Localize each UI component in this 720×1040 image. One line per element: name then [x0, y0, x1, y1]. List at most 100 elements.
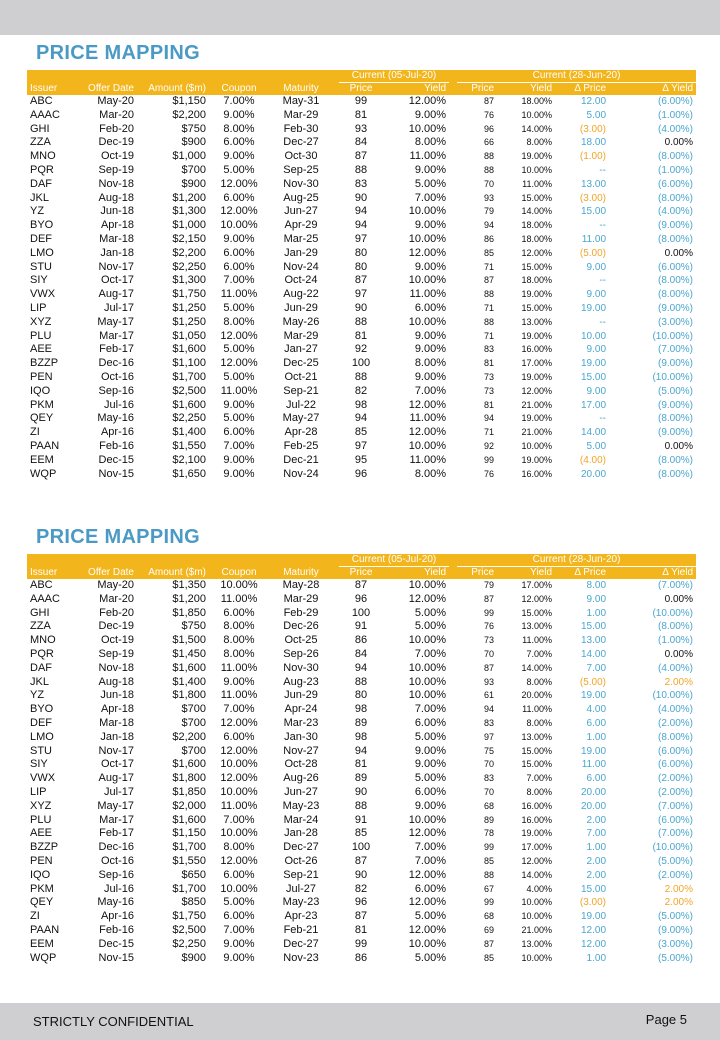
cell-delta-price: 19.00 — [580, 690, 607, 702]
cell-price: 98 — [354, 703, 368, 716]
cell-maturity: May-23 — [282, 896, 320, 909]
cell-price: 90 — [354, 868, 368, 881]
cell-delta-price: 14.00 — [580, 648, 607, 660]
cell-coupon: 6.00% — [223, 260, 255, 273]
cell-amount: $1,400 — [172, 675, 206, 688]
cell-issuer: EEM — [30, 937, 54, 950]
cell-prior-price: 71 — [484, 427, 495, 438]
cell-offer-date: Nov-18 — [98, 177, 134, 190]
cell-offer-date: Jan-18 — [100, 730, 134, 743]
table-row: ZI Apr-16 $1,400 6.00% Apr-28 85 12.00% 71 21.00… — [27, 426, 696, 440]
cell-yield: 9.00% — [414, 744, 447, 757]
cell-prior-yield: 11.00% — [522, 704, 553, 715]
cell-offer-date: Jun-18 — [100, 689, 134, 702]
table-row: JKL Aug-18 $1,200 6.00% Aug-25 90 7.00% 93 15.00… — [27, 192, 696, 206]
cell-offer-date: May-20 — [97, 95, 134, 107]
cell-coupon: 11.00% — [220, 799, 258, 812]
cell-delta-price: (3.00) — [579, 123, 607, 135]
cell-issuer: JKL — [30, 675, 49, 688]
cell-prior-price: 67 — [484, 883, 495, 894]
cell-amount: $1,500 — [172, 634, 206, 647]
cell-offer-date: Aug-17 — [98, 288, 134, 301]
cell-prior-yield: 14.00% — [521, 206, 553, 217]
cell-delta-yield: (8.00%) — [658, 468, 694, 480]
cell-maturity: Dec-27 — [283, 937, 319, 950]
cell-coupon: 6.00% — [223, 730, 255, 743]
cell-delta-price: 10.00 — [580, 330, 607, 342]
cell-delta-yield: (4.00%) — [658, 662, 694, 674]
col-header-delta-price: Δ Price — [555, 566, 610, 579]
cell-yield: 9.00% — [414, 799, 447, 812]
cell-yield: 7.00% — [414, 191, 447, 204]
cell-amount: $2,200 — [172, 730, 206, 743]
cell-price: 97 — [354, 439, 368, 452]
cell-yield: 12.00% — [408, 426, 447, 439]
cell-offer-date: Dec-16 — [98, 357, 134, 370]
cell-maturity: Jul-22 — [286, 398, 316, 411]
cell-yield: 10.00% — [408, 634, 447, 647]
col-header-amount: Amount ($m) — [137, 566, 209, 579]
cell-delta-price: 7.00 — [586, 828, 607, 840]
cell-yield: 9.00% — [414, 370, 447, 383]
cell-amount: $2,500 — [172, 384, 206, 397]
cell-price: 87 — [354, 150, 368, 163]
table-row: PAAN Feb-16 $1,550 7.00% Feb-25 97 10.00% 92 10.… — [27, 440, 696, 454]
cell-delta-yield: (8.00%) — [658, 289, 694, 301]
col-header-offer-date: Offer Date — [81, 566, 137, 579]
table-row: YZ Jun-18 $1,800 11.00% Jun-29 80 10.00% 61 20.0… — [27, 689, 696, 703]
cell-yield: 7.00% — [414, 703, 447, 716]
page-number: Page 5 — [645, 1012, 687, 1027]
cell-prior-yield: 16.00% — [521, 344, 553, 355]
cell-maturity: Mar-25 — [283, 232, 319, 245]
cell-amount: $2,250 — [172, 937, 206, 950]
cell-prior-yield: 12.00% — [521, 247, 553, 258]
cell-price: 99 — [354, 95, 368, 107]
cell-amount: $1,150 — [172, 95, 206, 107]
cell-delta-yield: (6.00%) — [658, 96, 694, 107]
cell-issuer: ZZA — [30, 620, 51, 633]
cell-delta-price: 19.00 — [580, 358, 607, 370]
table-row: LIP Jul-17 $1,850 10.00% Jun-27 90 6.00% 70 8.00… — [27, 786, 696, 800]
cell-maturity: Jul-27 — [286, 882, 316, 895]
cell-offer-date: Feb-20 — [99, 606, 134, 619]
cell-delta-yield: 2.00% — [664, 897, 694, 909]
table-row: BYO Apr-18 $1,000 10.00% Apr-29 94 9.00% 94 18.0… — [27, 219, 696, 233]
cell-price: 80 — [354, 260, 368, 273]
cell-prior-price: 66 — [484, 137, 495, 148]
cell-amount: $2,250 — [172, 260, 206, 273]
cell-yield: 11.00% — [409, 453, 447, 466]
cell-issuer: IQO — [30, 384, 51, 397]
cell-delta-yield: (9.00%) — [658, 427, 694, 439]
cell-amount: $1,850 — [172, 785, 206, 798]
cell-coupon: 5.00% — [223, 412, 255, 425]
cell-issuer: BYO — [30, 219, 54, 232]
cell-prior-price: 93 — [484, 676, 495, 687]
cell-maturity: May-23 — [282, 799, 320, 812]
cell-delta-yield: (10.00%) — [652, 607, 694, 619]
cell-delta-yield: (6.00%) — [658, 261, 694, 273]
cell-prior-yield: 8.00% — [526, 676, 553, 687]
cell-amount: $1,600 — [172, 758, 206, 771]
cell-offer-date: Oct-16 — [100, 854, 134, 867]
cell-issuer: MNO — [30, 150, 56, 163]
cell-price: 90 — [354, 785, 368, 798]
cell-yield: 12.00% — [408, 592, 447, 605]
cell-delta-yield: (6.00%) — [658, 745, 694, 757]
cell-delta-price: 1.00 — [586, 607, 607, 619]
table-row: LMO Jan-18 $2,200 6.00% Jan-29 80 12.00% 85 12.0… — [27, 247, 696, 261]
cell-maturity: Apr-23 — [284, 910, 318, 923]
cell-delta-yield: 0.00% — [664, 440, 694, 452]
cell-maturity: Jan-30 — [284, 730, 318, 743]
cell-prior-price: 85 — [484, 952, 495, 963]
table-row: PAAN Feb-16 $2,500 7.00% Feb-21 81 12.00% 69 21.… — [27, 924, 696, 938]
cell-prior-yield: 15.00% — [521, 261, 553, 272]
top-band — [0, 0, 720, 35]
cell-coupon: 9.00% — [223, 108, 255, 121]
cell-delta-yield: (5.00%) — [658, 385, 694, 397]
cell-price: 97 — [354, 232, 368, 245]
cell-amount: $2,200 — [172, 246, 206, 259]
cell-prior-yield: 14.00% — [521, 123, 553, 134]
cell-prior-yield: 15.00% — [521, 745, 553, 756]
cell-prior-price: 76 — [484, 109, 495, 120]
cell-coupon: 5.00% — [223, 301, 255, 314]
